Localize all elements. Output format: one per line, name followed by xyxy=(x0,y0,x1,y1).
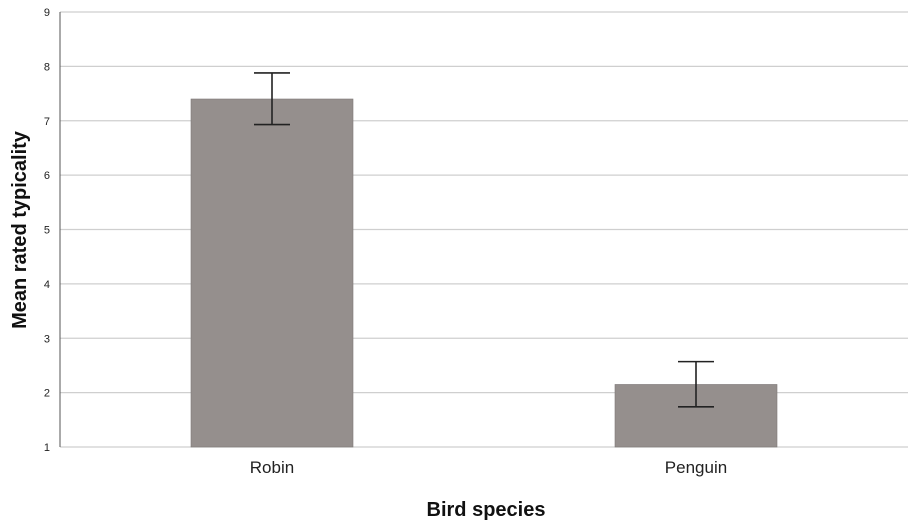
y-axis-ticks: 1 2 3 4 5 6 7 8 9 xyxy=(44,7,50,454)
y-tick-label: 8 xyxy=(44,61,50,73)
error-bar-robin xyxy=(254,72,290,126)
y-tick-label: 6 xyxy=(44,170,50,182)
y-tick-label: 7 xyxy=(44,116,50,128)
y-axis-title: Mean rated typicality xyxy=(9,130,31,329)
y-tick-label: 1 xyxy=(44,442,50,454)
y-tick-label: 2 xyxy=(44,388,50,400)
y-tick-label: 5 xyxy=(44,225,50,237)
y-tick-label: 9 xyxy=(44,7,50,19)
bars xyxy=(190,98,778,448)
x-axis-categories: Robin Penguin xyxy=(250,458,727,477)
bar-robin xyxy=(190,98,354,448)
y-tick-label: 4 xyxy=(44,279,50,291)
y-tick-label: 3 xyxy=(44,333,50,345)
error-bar-penguin xyxy=(678,360,714,408)
gridlines xyxy=(60,11,908,448)
x-axis-title: Bird species xyxy=(427,499,546,521)
x-category-label: Robin xyxy=(250,458,294,477)
x-category-label: Penguin xyxy=(665,458,727,477)
error-bars xyxy=(254,72,714,408)
